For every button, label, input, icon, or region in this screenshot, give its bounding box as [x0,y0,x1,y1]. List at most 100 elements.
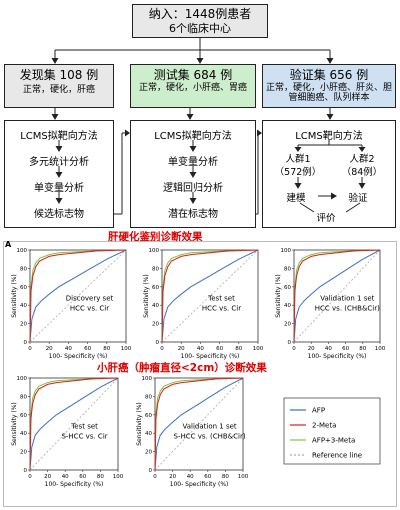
y-tick-label: 60 [20,413,27,419]
x-axis-label: 100- Specificity (%) [308,353,367,360]
validation-step-1: LCMS靶向方法 [295,131,363,142]
meta2-curve [29,377,119,471]
x-tick-label: 100 [375,346,386,352]
x-tick-label: 40 [197,346,204,352]
y-tick-label: 0 [24,340,28,346]
meta2-curve [293,249,381,343]
afp-curve [154,377,244,471]
test-header: 测试集 684 例 正常，硬化，小肝癌、胃癌 [130,64,256,108]
verify-label: 验证 [348,193,368,204]
discovery-step-3: 单变量分析 [34,183,84,194]
x-tick-label: 20 [178,346,185,352]
y-tick-label: 40 [20,431,27,437]
y-tick-label: 60 [152,285,159,291]
y-tick-label: 80 [152,266,159,272]
y-tick-label: 60 [284,285,291,291]
x-tick-label: 0 [28,346,32,352]
y-tick-label: 80 [284,266,291,272]
branch-connector [51,38,334,64]
panel-title: Test set [70,423,98,431]
legend-label: AFP+3-Meta [312,437,355,445]
cohort1-label: 人群1 [285,154,311,165]
afp-curve [161,249,259,343]
legend-box [283,397,381,465]
x-axis-label: 100- Specificity (%) [49,353,108,360]
y-tick-label: 40 [152,303,159,309]
panel-subtitle: S-HCC vs. Cir [61,433,107,441]
discovery-step-4: 候选标志物 [34,209,84,220]
x-tick-label: 100 [253,346,264,352]
y-tick-label: 0 [156,340,160,346]
panel-title: Discovery set [66,295,114,303]
x-tick-label: 20 [308,346,315,352]
x-tick-label: 80 [97,474,104,480]
y-tick-label: 60 [20,285,27,291]
x-tick-label: 80 [222,474,229,480]
afp-curve [293,249,381,343]
discovery-header: 发现集 108 例 正常，硬化，肝癌 [4,64,114,108]
legend-label: AFP [312,407,325,415]
build-model-label: 建模 [286,193,306,204]
test-title: 测试集 684 例 [153,68,233,82]
y-tick-label: 20 [145,450,152,456]
test-subtitle: 正常，硬化，小肝癌、胃癌 [138,83,247,93]
x-tick-label: 40 [62,474,69,480]
enrollment-box: 纳入：1448例患者 6个临床中心 [132,4,268,38]
validation-subtitle: 正常，硬化，小肝癌、肝炎、胆管细胞癌、队列样本 [265,83,392,103]
charts-frame [3,241,397,507]
y-axis-label: Sensitivity (%) [11,274,18,318]
test-step-3: 逻辑回归分析 [163,183,223,194]
y-axis-label: Sensitivity (%) [143,274,150,318]
test-step-4: 潜在标志物 [168,209,218,220]
y-tick-label: 80 [145,394,152,400]
x-tick-label: 100 [113,474,124,480]
test-step-1: LCMS拟靶向方法 [154,131,232,142]
x-tick-label: 80 [235,346,242,352]
afp-curve [29,377,119,471]
discovery-body [4,120,114,228]
validation-body [262,120,396,228]
panel-subtitle: HCC vs. Cir [70,305,109,313]
panel-title: Test set [207,295,235,303]
meta2-curve [154,377,244,471]
y-tick-label: 100 [281,248,292,254]
y-tick-label: 80 [20,394,27,400]
legend-label: 2-Meta [312,422,336,430]
x-tick-label: 60 [342,346,349,352]
roc-plot-area [29,249,127,343]
y-tick-label: 0 [288,340,292,346]
x-tick-label: 40 [325,346,332,352]
flow-arrows [55,129,366,215]
panel-letter: A [5,240,12,249]
test-body [130,120,256,228]
y-tick-label: 20 [284,322,291,328]
cohort1-count: （572例） [274,167,322,178]
y-tick-label: 0 [24,468,28,474]
y-tick-label: 20 [152,322,159,328]
x-tick-label: 20 [169,474,176,480]
x-axis-label: 100- Specificity (%) [170,481,229,488]
y-tick-label: 20 [20,322,27,328]
discovery-step-2: 多元统计分析 [29,157,89,168]
cohort2-count: （84例） [341,167,383,178]
x-tick-label: 20 [46,346,53,352]
y-tick-label: 100 [142,376,153,382]
panel-title: Validation 1 set [182,423,236,431]
y-tick-label: 40 [145,431,152,437]
legend-label: Reference line [312,452,362,460]
section-b-title: 小肝癌（肿瘤直径<2cm）诊断效果 [97,362,267,374]
y-tick-label: 20 [20,450,27,456]
reference-line [154,377,244,471]
header-body-arrows [51,108,334,120]
test-step-2: 单变量分析 [168,157,218,168]
y-tick-label: 60 [145,413,152,419]
validation-title: 验证集 656 例 [289,68,369,82]
x-axis-label: 100- Specificity (%) [45,481,104,488]
x-tick-label: 0 [292,346,296,352]
x-tick-label: 100 [121,346,132,352]
y-tick-label: 40 [20,303,27,309]
panel-subtitle: HCC vs. (CHB&Cir) [315,305,380,313]
enrollment-line1: 纳入：1448例患者 [148,7,252,21]
discovery-step-1: LCMS拟靶向方法 [20,131,98,142]
